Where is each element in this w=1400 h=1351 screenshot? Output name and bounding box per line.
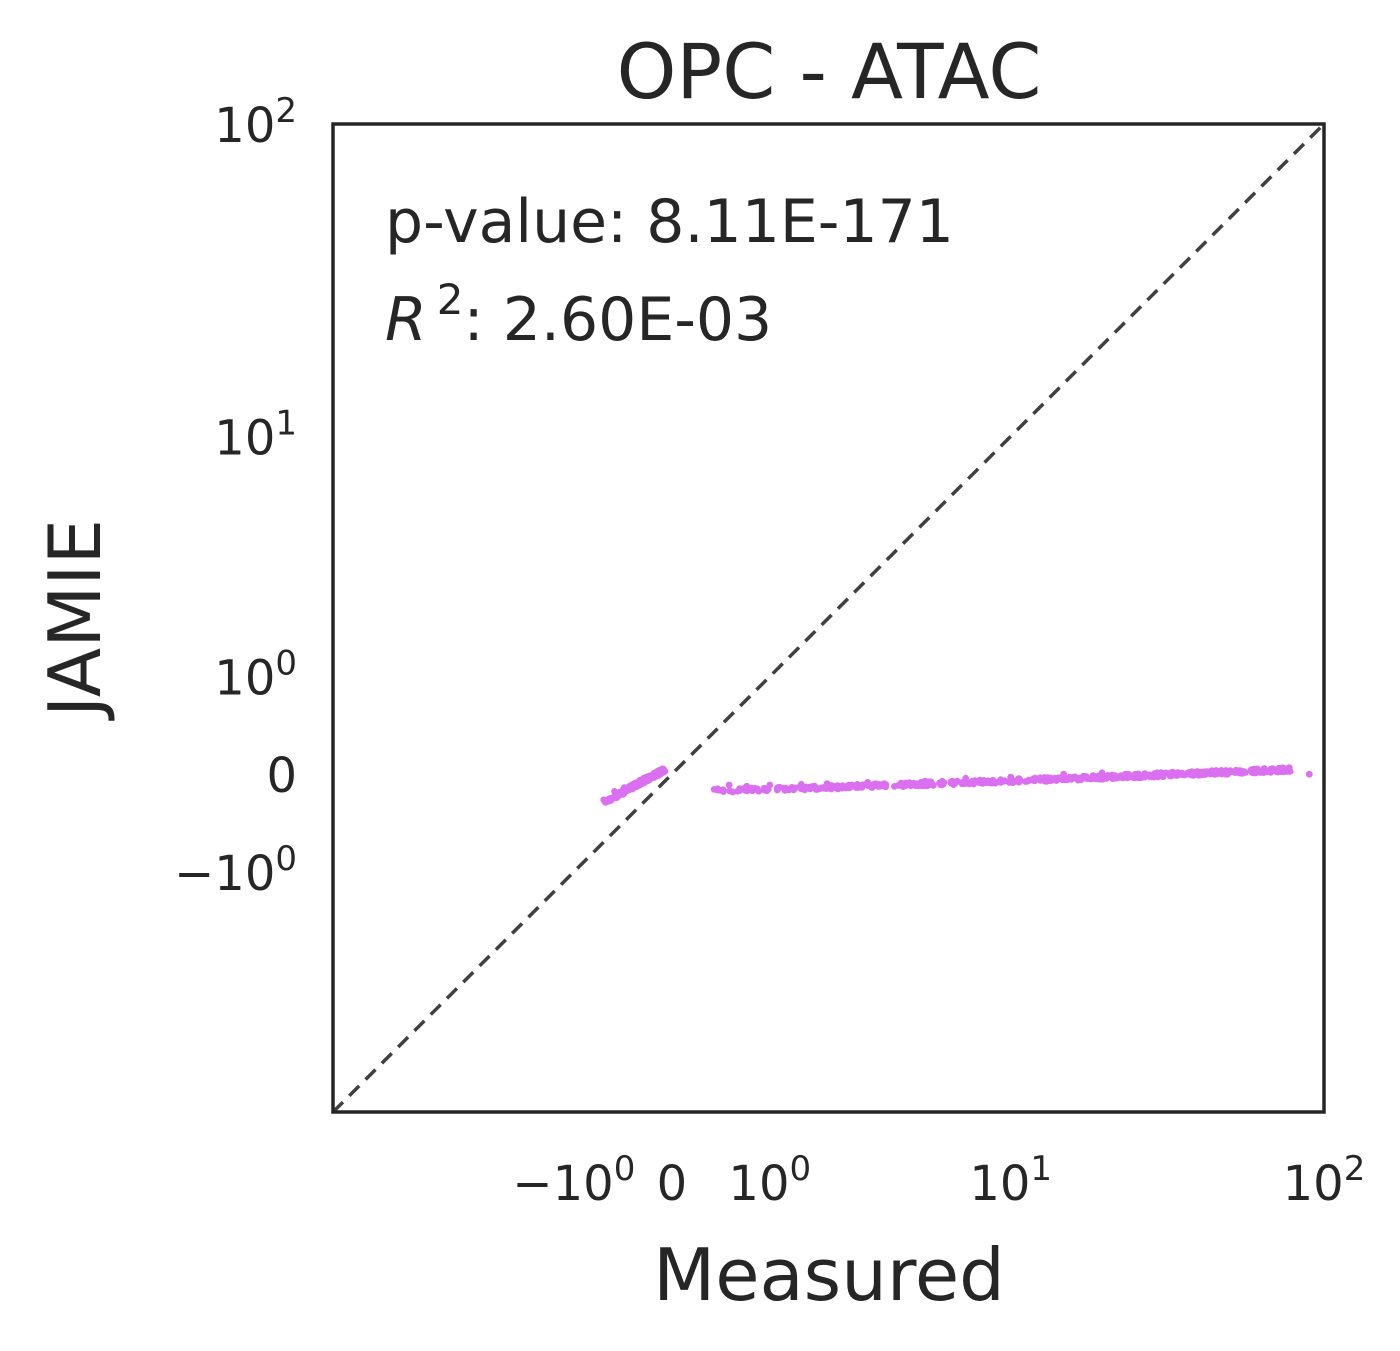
data-point bbox=[774, 784, 782, 792]
y-tick-label: 102 bbox=[214, 91, 297, 154]
data-point bbox=[761, 786, 768, 794]
data-point bbox=[642, 776, 650, 784]
data-point bbox=[752, 786, 759, 793]
data-point bbox=[823, 780, 831, 788]
data-point bbox=[1123, 773, 1131, 780]
data-point bbox=[1088, 774, 1096, 782]
data-point bbox=[968, 778, 976, 786]
data-point bbox=[1077, 774, 1085, 782]
chart-title: OPC - ATAC bbox=[617, 27, 1042, 116]
data-point bbox=[842, 784, 850, 792]
data-point bbox=[1271, 766, 1279, 774]
data-point bbox=[1197, 770, 1204, 778]
x-tick-label: 100 bbox=[728, 1149, 811, 1212]
r2-value: : 2.60E-03 bbox=[463, 285, 772, 355]
data-point bbox=[1006, 779, 1013, 786]
data-point bbox=[788, 784, 796, 791]
data-point bbox=[1096, 775, 1104, 783]
plot-frame bbox=[331, 122, 1326, 1114]
data-point bbox=[1231, 768, 1239, 776]
r2-sup: 2 bbox=[437, 275, 464, 324]
data-point bbox=[743, 782, 751, 790]
y-tick-label: 0 bbox=[266, 748, 297, 804]
x-axis-label: Measured bbox=[653, 1233, 1005, 1317]
data-point bbox=[947, 779, 955, 787]
data-point bbox=[1142, 771, 1150, 778]
data-point bbox=[1169, 768, 1176, 776]
y-tick-labels: −100 0 100 101 102 bbox=[174, 91, 297, 902]
data-point bbox=[1134, 771, 1142, 778]
data-point bbox=[1153, 769, 1161, 777]
data-point bbox=[1178, 771, 1186, 778]
data-point bbox=[631, 780, 639, 788]
data-point bbox=[1082, 775, 1090, 782]
identity-line bbox=[331, 122, 1326, 1114]
data-point bbox=[725, 781, 733, 789]
data-point bbox=[882, 783, 889, 791]
data-point bbox=[940, 779, 948, 787]
data-point bbox=[832, 782, 840, 790]
data-point bbox=[1051, 774, 1059, 782]
data-point bbox=[962, 774, 970, 782]
y-axis-label: JAMIE bbox=[33, 519, 117, 721]
data-point bbox=[606, 795, 614, 802]
data-point bbox=[1016, 775, 1023, 783]
scatter-points bbox=[600, 764, 1313, 806]
data-point bbox=[1277, 767, 1284, 774]
data-point bbox=[852, 782, 860, 790]
data-point bbox=[1129, 772, 1136, 780]
data-point bbox=[1252, 769, 1260, 777]
y-tick-label: 101 bbox=[214, 403, 297, 466]
data-point bbox=[766, 781, 774, 789]
data-point bbox=[797, 781, 805, 788]
data-point bbox=[991, 779, 999, 787]
data-point bbox=[781, 786, 789, 794]
data-point bbox=[1041, 774, 1049, 782]
data-point bbox=[655, 770, 662, 778]
pvalue-annotation: p-value: 8.11E-171 bbox=[385, 187, 954, 257]
data-point bbox=[1109, 775, 1117, 782]
data-point bbox=[901, 780, 909, 787]
x-tick-labels: −100 0 100 101 102 bbox=[512, 1149, 1365, 1212]
data-point bbox=[611, 788, 618, 795]
data-point bbox=[661, 768, 669, 775]
data-point bbox=[1007, 773, 1015, 781]
data-point bbox=[720, 788, 727, 795]
data-point bbox=[997, 778, 1005, 786]
r2-symbol: R bbox=[385, 285, 427, 355]
x-tick-label: 101 bbox=[969, 1149, 1052, 1212]
data-point bbox=[1191, 771, 1199, 778]
data-point bbox=[1104, 772, 1112, 779]
data-point bbox=[1025, 776, 1033, 784]
data-point bbox=[714, 786, 721, 794]
data-point bbox=[864, 779, 872, 786]
x-tick-label: 0 bbox=[657, 1156, 688, 1212]
x-tick-label: 102 bbox=[1283, 1149, 1366, 1212]
data-point bbox=[1098, 769, 1106, 777]
r2-annotation: R 2: 2.60E-03 bbox=[385, 275, 772, 355]
data-point bbox=[600, 796, 608, 804]
data-point bbox=[729, 788, 736, 796]
data-point bbox=[1069, 773, 1077, 781]
data-point bbox=[1060, 770, 1067, 778]
data-point bbox=[1305, 770, 1313, 778]
data-point bbox=[1286, 768, 1294, 775]
data-point bbox=[1211, 768, 1219, 776]
data-point bbox=[974, 778, 981, 786]
data-point bbox=[958, 780, 966, 787]
x-tick-label: −100 bbox=[512, 1149, 635, 1212]
data-point bbox=[620, 784, 628, 791]
data-point bbox=[1204, 769, 1212, 777]
data-point bbox=[1224, 770, 1231, 778]
data-point bbox=[921, 777, 929, 785]
data-point bbox=[1260, 765, 1268, 772]
y-tick-label: −100 bbox=[174, 839, 297, 902]
y-tick-label: 100 bbox=[214, 644, 297, 707]
